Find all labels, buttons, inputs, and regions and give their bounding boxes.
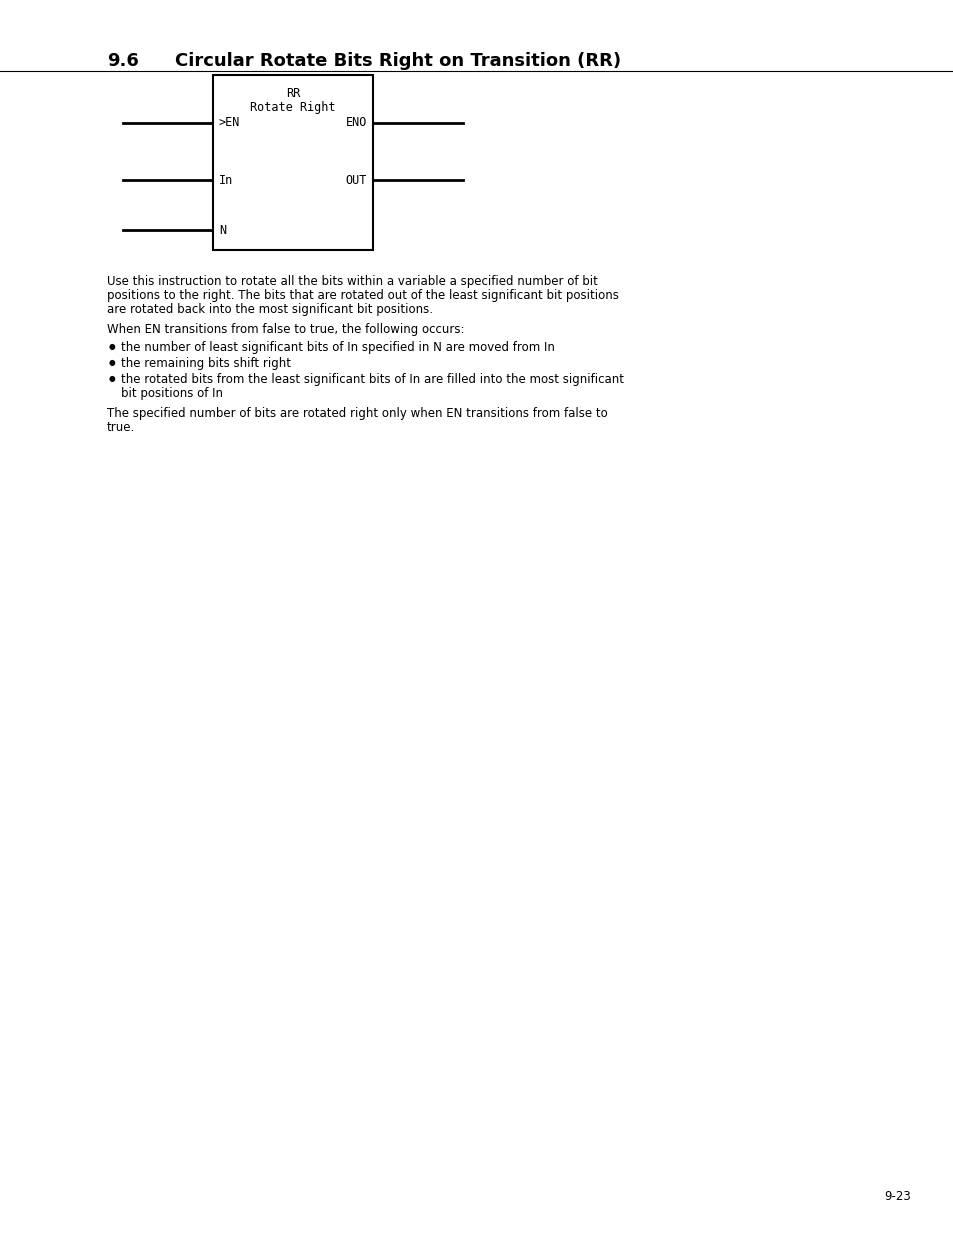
Text: >EN: >EN bbox=[219, 116, 240, 130]
Text: the remaining bits shift right: the remaining bits shift right bbox=[121, 357, 291, 370]
Text: are rotated back into the most significant bit positions.: are rotated back into the most significa… bbox=[107, 303, 433, 316]
Text: Rotate Right: Rotate Right bbox=[250, 101, 335, 114]
Text: positions to the right. The bits that are rotated out of the least significant b: positions to the right. The bits that ar… bbox=[107, 289, 618, 303]
Text: bit positions of In: bit positions of In bbox=[121, 387, 223, 400]
Text: N: N bbox=[219, 224, 226, 236]
Text: the rotated bits from the least significant bits of In are filled into the most : the rotated bits from the least signific… bbox=[121, 373, 623, 387]
Text: true.: true. bbox=[107, 421, 135, 433]
Text: 9-23: 9-23 bbox=[883, 1191, 910, 1203]
Text: In: In bbox=[219, 173, 233, 186]
Bar bbox=[213, 75, 373, 249]
Text: RR: RR bbox=[286, 86, 300, 100]
Text: 9.6: 9.6 bbox=[107, 52, 139, 70]
Text: ENO: ENO bbox=[345, 116, 367, 130]
Text: Use this instruction to rotate all the bits within a variable a specified number: Use this instruction to rotate all the b… bbox=[107, 275, 598, 288]
Text: When EN transitions from false to true, the following occurs:: When EN transitions from false to true, … bbox=[107, 324, 464, 336]
Text: the number of least significant bits of In specified in N are moved from In: the number of least significant bits of … bbox=[121, 341, 555, 354]
Text: The specified number of bits are rotated right only when EN transitions from fal: The specified number of bits are rotated… bbox=[107, 408, 607, 420]
Text: ●: ● bbox=[109, 342, 115, 351]
Text: ●: ● bbox=[109, 374, 115, 383]
Text: ●: ● bbox=[109, 358, 115, 367]
Text: Circular Rotate Bits Right on Transition (RR): Circular Rotate Bits Right on Transition… bbox=[174, 52, 620, 70]
Text: OUT: OUT bbox=[345, 173, 367, 186]
